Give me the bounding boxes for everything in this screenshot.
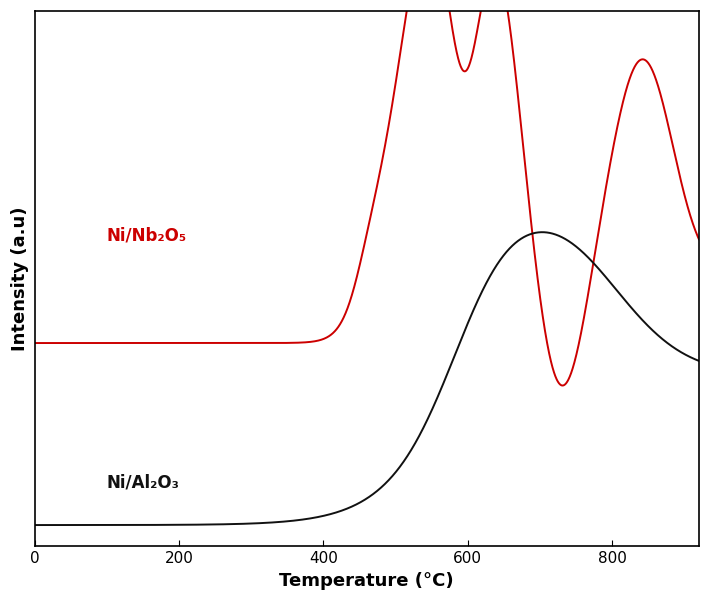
X-axis label: Temperature (°C): Temperature (°C) bbox=[280, 572, 454, 590]
Text: Ni/Nb₂O₅: Ni/Nb₂O₅ bbox=[107, 227, 187, 245]
Y-axis label: Intensity (a.u): Intensity (a.u) bbox=[11, 207, 29, 351]
Text: Ni/Al₂O₃: Ni/Al₂O₃ bbox=[107, 473, 180, 491]
